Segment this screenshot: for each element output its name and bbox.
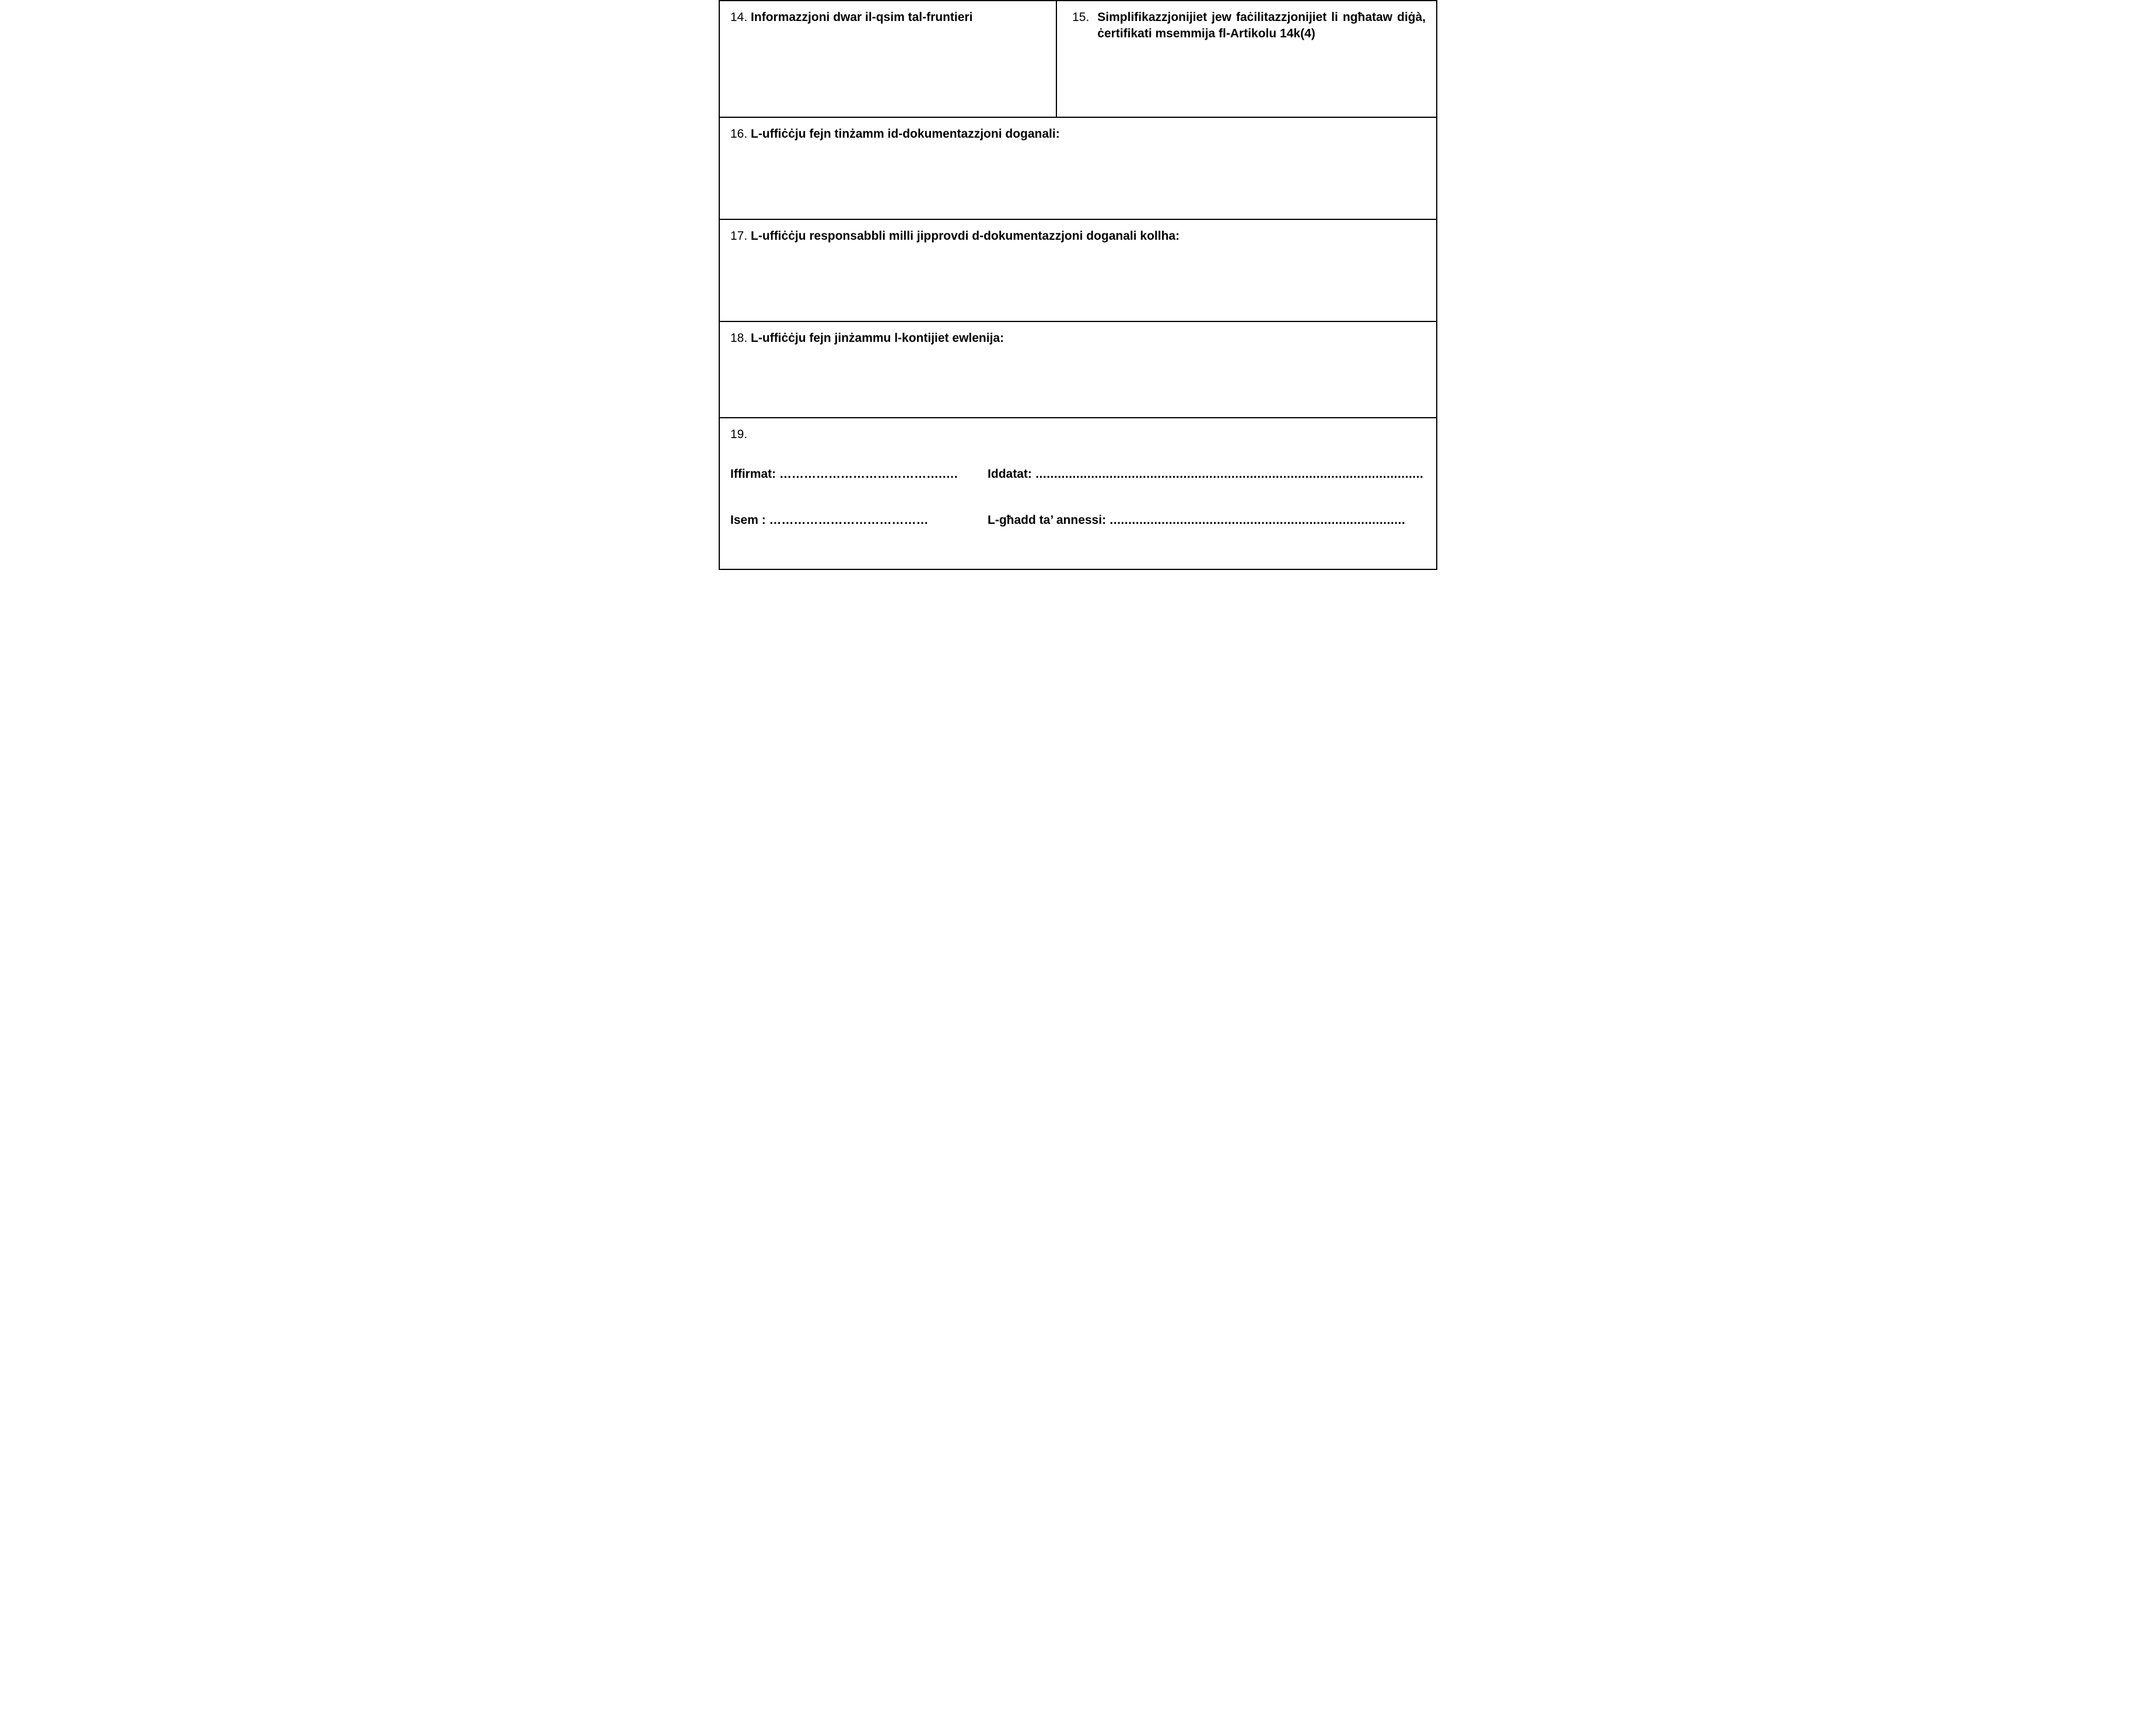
row-16: 16. L-uffiċċju fejn tinżamm id-dokumenta… bbox=[719, 117, 1437, 219]
signed-label: Iffirmat: bbox=[730, 467, 776, 481]
cell-16-number: 16. bbox=[730, 127, 747, 141]
name-field: Isem : ………………………………… bbox=[730, 512, 988, 529]
row-18: 18. L-uffiċċju fejn jinżammu l-kontijiet… bbox=[719, 321, 1437, 418]
signed-field: Iffirmat: ………………………………….…. bbox=[730, 466, 988, 482]
dated-label: Iddatat: bbox=[988, 467, 1032, 481]
name-label: Isem : bbox=[730, 513, 766, 527]
sign-row-2: Isem : ………………………………… L-għadd ta’ annessi… bbox=[730, 512, 1426, 529]
cell-17: 17. L-uffiċċju responsabbli milli jippro… bbox=[719, 219, 1437, 321]
row-17: 17. L-uffiċċju responsabbli milli jippro… bbox=[719, 219, 1437, 321]
dated-field: Iddatat: ...............................… bbox=[988, 466, 1426, 482]
form-page: 14. Informazzjoni dwar il-qsim tal-frunt… bbox=[719, 0, 1437, 570]
sign-row-1: Iffirmat: ………………………………….…. Iddatat: ....… bbox=[730, 466, 1426, 482]
cell-14-number: 14. bbox=[730, 11, 747, 24]
dated-dots: ........................................… bbox=[1032, 467, 1423, 481]
cell-16: 16. L-uffiċċju fejn tinżamm id-dokumenta… bbox=[719, 117, 1437, 219]
name-dots: ………………………………… bbox=[766, 513, 929, 527]
annex-dots: ........................................… bbox=[1106, 513, 1405, 527]
cell-17-label: L-uffiċċju responsabbli milli jipprovdi … bbox=[751, 229, 1180, 243]
cell-15-label: Simplifikazzjonijiet jew faċilitazzjonij… bbox=[1097, 9, 1426, 43]
cell-19-number: 19. bbox=[730, 426, 1426, 443]
cell-15-wrap: 15. Simplifikazzjonijiet jew faċilitazzj… bbox=[1068, 9, 1426, 43]
annex-field: L-għadd ta’ annessi: ...................… bbox=[988, 512, 1426, 529]
form-table: 14. Informazzjoni dwar il-qsim tal-frunt… bbox=[719, 0, 1437, 570]
row-19: 19. Iffirmat: ………………………………….…. Iddatat: … bbox=[719, 418, 1437, 569]
cell-16-label: L-uffiċċju fejn tinżamm id-dokumentazzjo… bbox=[751, 127, 1060, 141]
annex-label: L-għadd ta’ annessi: bbox=[988, 513, 1106, 527]
cell-15-number: 15. bbox=[1068, 9, 1097, 26]
cell-19: 19. Iffirmat: ………………………………….…. Iddatat: … bbox=[719, 418, 1437, 569]
cell-14: 14. Informazzjoni dwar il-qsim tal-frunt… bbox=[719, 1, 1056, 117]
cell-18-label: L-uffiċċju fejn jinżammu l-kontijiet ewl… bbox=[751, 331, 1004, 345]
cell-17-number: 17. bbox=[730, 229, 747, 243]
signed-dots: ………………………………….…. bbox=[776, 467, 958, 481]
row-14-15: 14. Informazzjoni dwar il-qsim tal-frunt… bbox=[719, 1, 1437, 117]
cell-18-number: 18. bbox=[730, 331, 747, 345]
cell-18: 18. L-uffiċċju fejn jinżammu l-kontijiet… bbox=[719, 321, 1437, 418]
cell-14-label: Informazzjoni dwar il-qsim tal-fruntieri bbox=[751, 11, 972, 24]
cell-15: 15. Simplifikazzjonijiet jew faċilitazzj… bbox=[1056, 1, 1437, 117]
